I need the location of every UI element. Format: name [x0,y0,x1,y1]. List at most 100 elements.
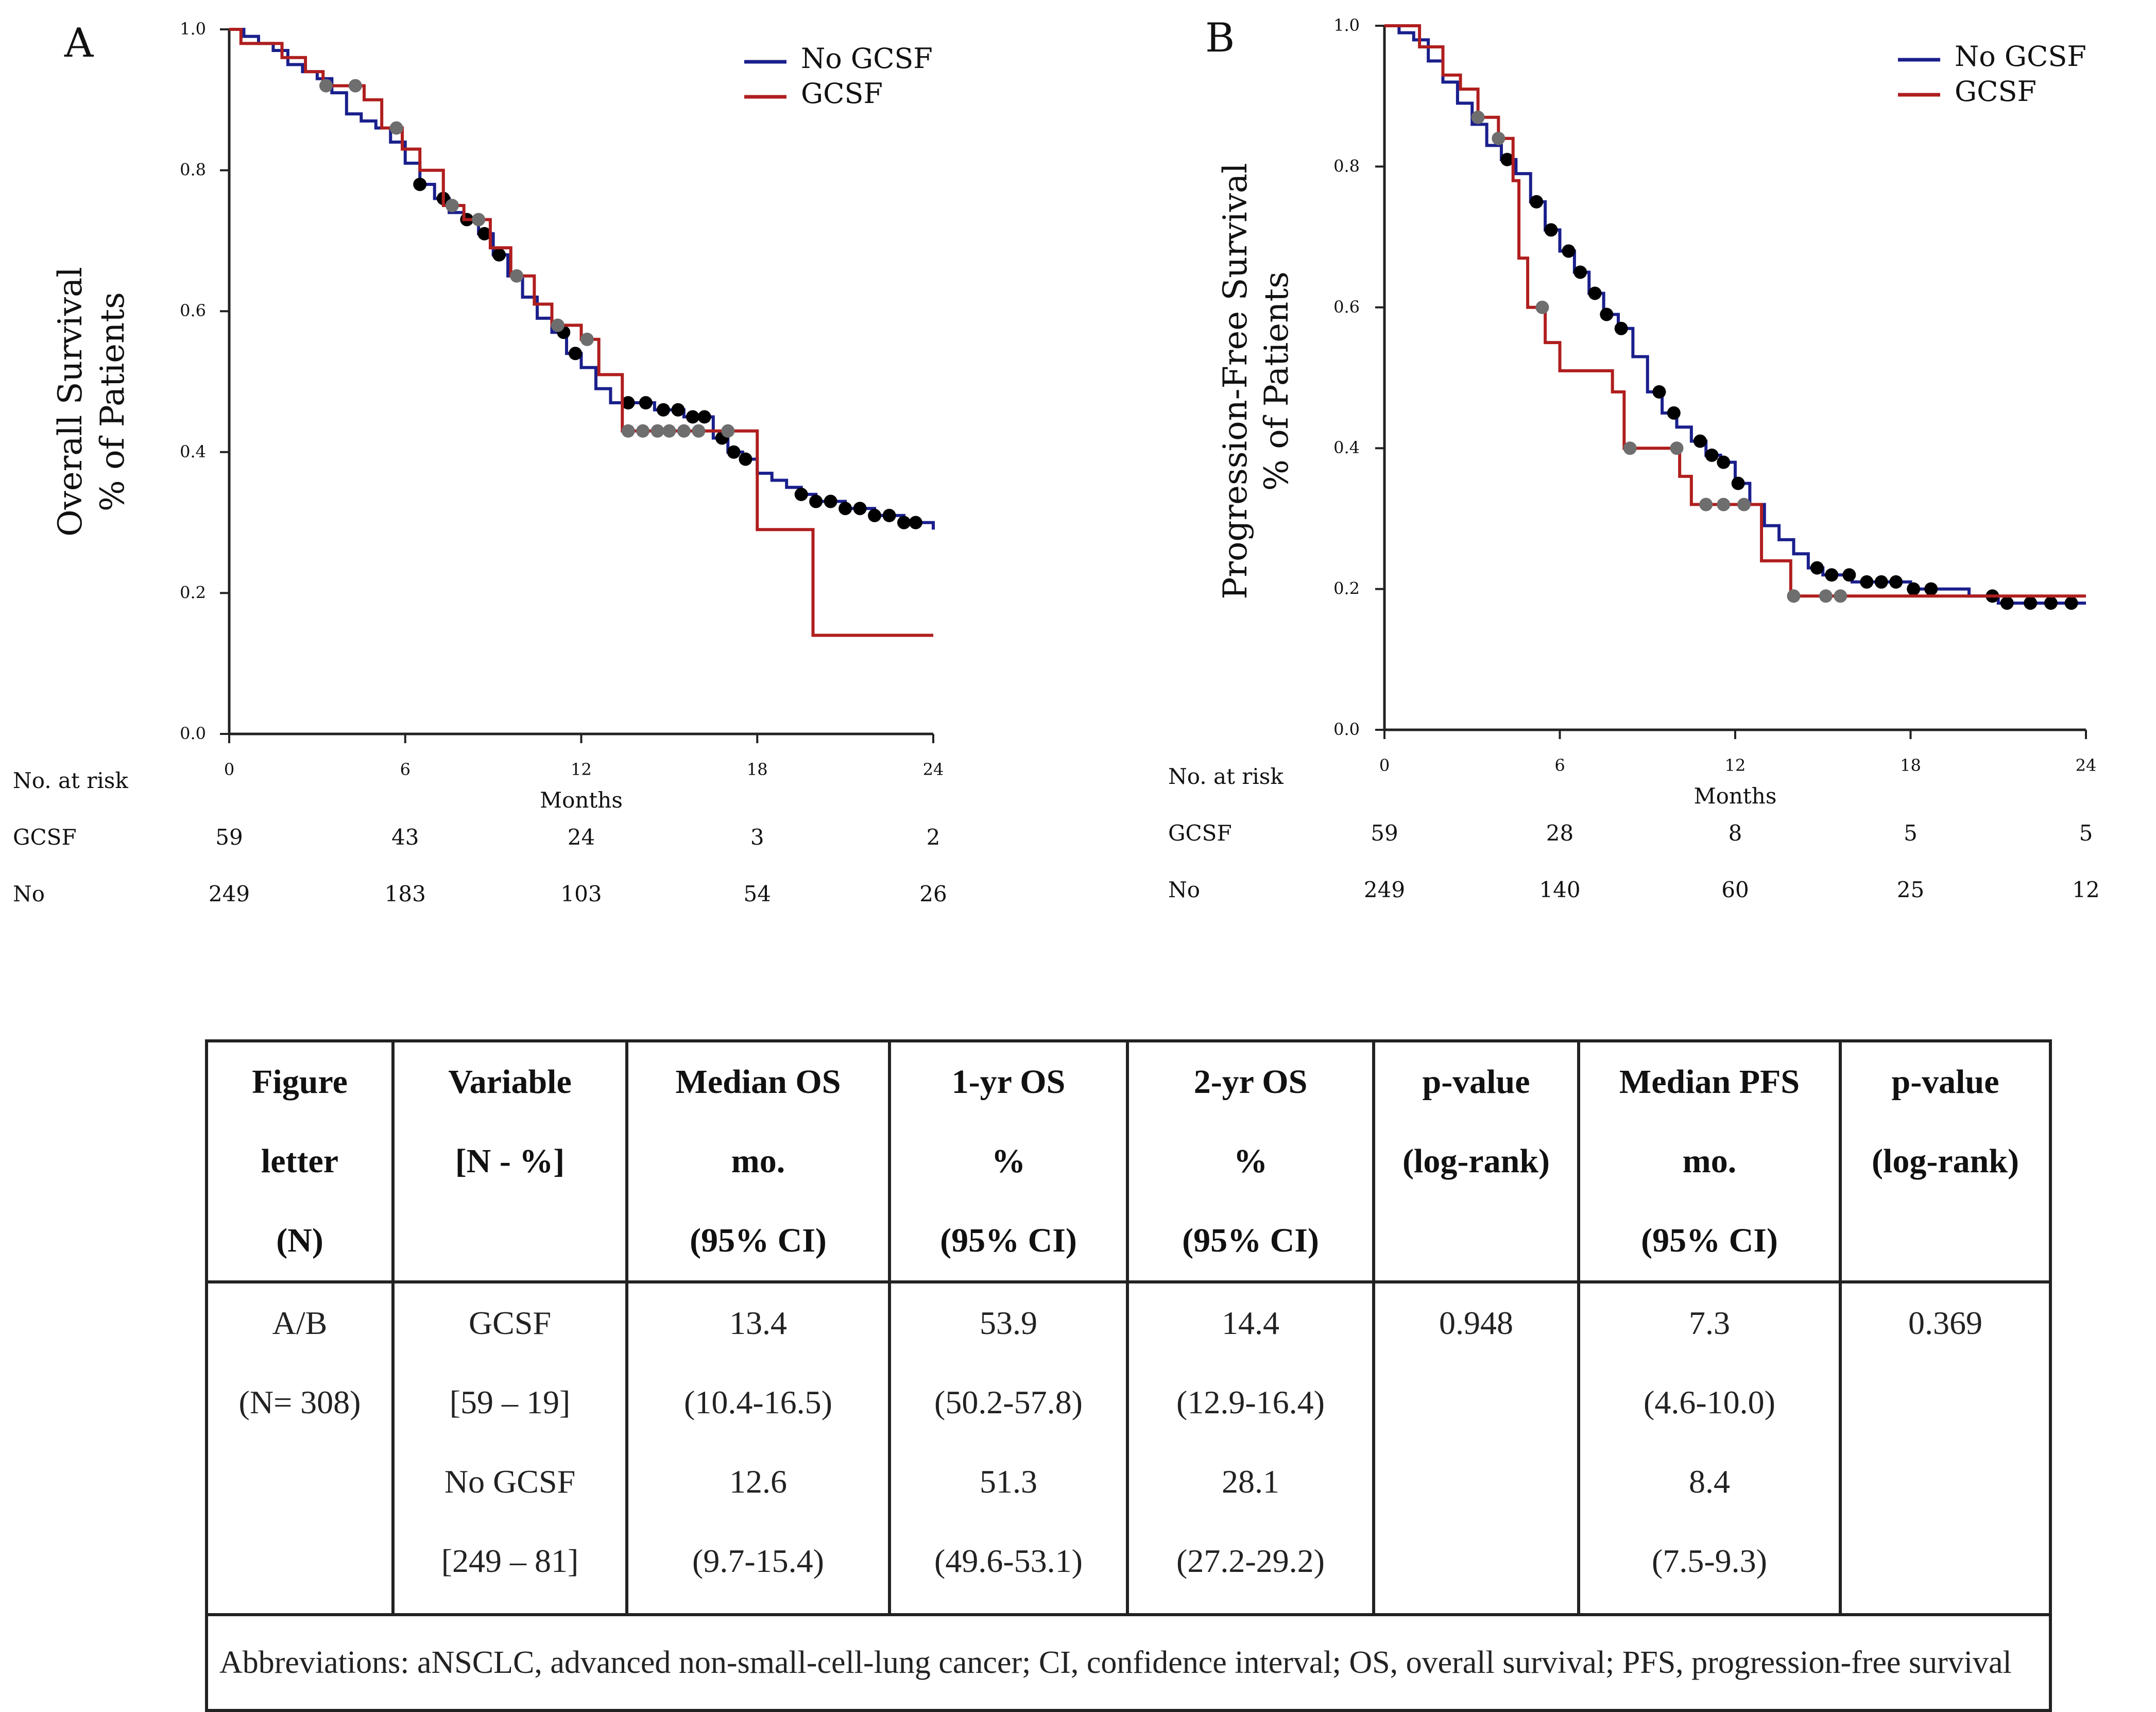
x-axis-label: Months [540,787,623,813]
censor-mark [868,508,882,522]
column-header-line: 2-yr OS [1193,1063,1308,1101]
y-tick-label: 0.4 [1333,438,1360,457]
censor-mark [1667,406,1681,420]
censor-mark [1699,498,1713,511]
y-axis-label: Progression-Free Survival [1217,163,1255,599]
x-tick-label: 0 [224,760,234,779]
cell-value: (49.6-53.1) [934,1543,1083,1579]
censor-mark [1907,582,1921,596]
column-header-line: (95% CI) [1641,1222,1778,1259]
table-row: A/B (N= 308) GCSF [59 – 19] No GCSF [249 – 81… [205,1280,2052,1616]
column-header-line: p-value [1891,1063,1999,1101]
censor-mark [1573,265,1587,279]
censor-mark [656,403,670,417]
censor-mark [2024,596,2038,610]
table-footnote-row: Abbreviations: aNSCLC, advanced non-smal… [205,1613,2052,1712]
chart-panel-a: A 0.0 0.2 0.4 0.6 0.8 1.0 0 6 12 18 24 Overall Survi… [13,19,947,906]
risk-count: 24 [568,825,595,850]
censor-mark [1842,568,1856,582]
censor-mark [1819,589,1833,603]
legend-entry: No GCSF [1955,40,2086,73]
risk-count: 2 [927,825,940,850]
y-tick-label: 0.2 [180,583,206,602]
censor-mark [1614,321,1628,335]
column-header: 2-yr OS% (95% CI) [1126,1039,1375,1283]
column-header-line: 1-yr OS [951,1063,1066,1101]
column-header-line: (N) [276,1222,323,1259]
risk-count: 249 [209,881,250,906]
censor-mark [1693,434,1707,448]
censor-mark [739,452,752,466]
cell-value: 14.4 [1222,1305,1279,1341]
risk-count: 26 [919,881,947,906]
censor-mark [1889,575,1903,589]
table-cell: 13.4 (10.4-16.5) 12.6 (9.7-15.4) [625,1280,891,1616]
column-header: Variable [N - %] [391,1039,628,1283]
censor-mark [1825,568,1839,582]
censor-mark [809,494,823,508]
censor-mark [1652,385,1666,399]
risk-count: 5 [1904,820,1918,846]
cell-value: 0.948 [1439,1305,1513,1341]
y-tick-label: 0.4 [180,442,206,461]
cell-value: 51.3 [980,1463,1037,1500]
legend-entry: GCSF [801,77,883,110]
risk-row-label: GCSF [1168,820,1232,846]
censor-mark [853,502,867,516]
x-tick-label: 18 [747,760,768,779]
censor-mark [510,269,524,283]
series-line-no-gcsf [229,28,935,530]
risk-count: 43 [391,825,419,850]
cell-value: [249 – 81] [441,1543,579,1579]
risk-count: 12 [2072,877,2099,902]
table-cell: GCSF [59 – 19] No GCSF [249 – 81] [391,1280,628,1616]
legend-entry: No GCSF [801,42,933,75]
censor-mark [1705,448,1719,462]
x-tick-label: 6 [400,760,410,779]
y-tick-label: 0.8 [1333,156,1360,176]
censor-mark [1530,195,1544,209]
legend-entry: GCSF [1955,75,2037,108]
censor-mark [1471,110,1485,124]
column-header-line: (95% CI) [940,1222,1077,1259]
cell-value: 7.3 [1689,1305,1730,1341]
column-header-line: mo. [731,1142,785,1180]
cell-value: A/B [272,1305,328,1341]
risk-count: 59 [1371,820,1398,846]
censor-mark [721,424,735,438]
column-header-line: (log-rank) [1402,1142,1550,1180]
column-header-line: (95% CI) [690,1222,827,1259]
risk-count: 60 [1721,877,1749,902]
risk-count: 5 [2079,820,2093,846]
censor-mark [1535,300,1549,314]
x-tick-label: 12 [571,760,592,779]
cell-value: [59 – 19] [449,1384,571,1420]
cell-value: (27.2-29.2) [1176,1543,1325,1579]
censor-mark [1562,244,1576,258]
censor-mark [492,248,506,262]
cell-value: 12.6 [729,1463,787,1500]
y-tick-label: 0.8 [180,160,206,180]
cell-value: (12.9-16.4) [1176,1384,1325,1420]
censor-mark [1670,441,1684,455]
risk-row-label: No [13,881,45,906]
censor-mark [348,79,362,93]
cell-value: 28.1 [1222,1463,1279,1500]
censor-mark [445,199,459,212]
column-header-line: mo. [1682,1142,1737,1180]
censor-mark [1500,152,1514,166]
cell-value: (N= 308) [238,1384,361,1420]
censor-mark [686,410,699,424]
cell-value: 53.9 [980,1305,1037,1341]
cell-value: (9.7-15.4) [692,1543,824,1579]
censor-mark [697,410,711,424]
chart-panel-b: B 0.0 0.2 0.4 0.6 0.8 1.0 0 6 12 18 24 Progression-F… [1168,15,2100,902]
censor-mark [472,213,486,227]
censor-mark [477,227,491,241]
censor-mark [1874,575,1888,589]
censor-mark [824,494,837,508]
table-cell: 7.3 (4.6-10.0) 8.4 (7.5-9.3) [1577,1280,1842,1616]
series-line-gcsf [229,28,933,637]
column-header: Figure letter (N) [205,1039,395,1283]
x-axis-label: Months [1694,783,1777,809]
